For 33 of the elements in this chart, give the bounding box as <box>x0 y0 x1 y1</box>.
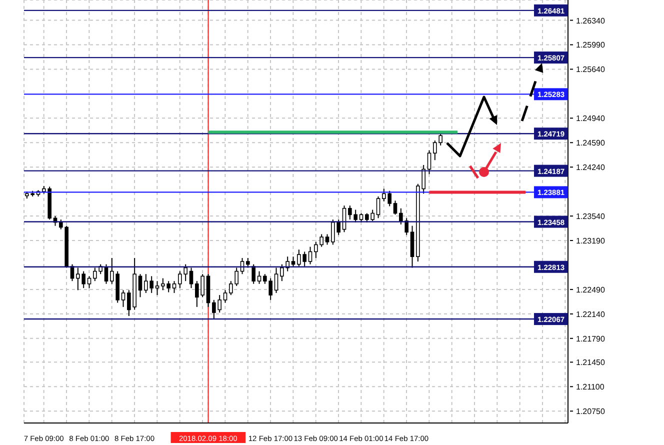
y-tick-label: 1.25990 <box>576 40 606 50</box>
candlestick <box>257 270 262 284</box>
candlestick <box>291 256 296 267</box>
candlestick <box>359 212 364 223</box>
candlestick <box>189 267 194 289</box>
y-tick-label: 1.24940 <box>576 114 606 124</box>
y-tick-label: 1.22490 <box>576 285 606 294</box>
candlestick <box>308 246 312 265</box>
candlestick <box>246 257 250 268</box>
y-tick-label: 1.21450 <box>576 358 606 368</box>
y-tick-label: 1.23540 <box>576 212 606 222</box>
y-tick-label: 1.25640 <box>576 65 606 74</box>
candlestick <box>104 264 108 284</box>
candlestick <box>155 280 160 296</box>
y-tick-label: 1.21100 <box>576 382 605 392</box>
candlestick <box>223 290 228 304</box>
candlestick <box>427 150 432 175</box>
candlestick <box>172 280 176 294</box>
y-tick-label: 1.21790 <box>576 334 606 344</box>
y-tick-label: 1.24240 <box>576 163 606 172</box>
candlestick <box>325 234 330 246</box>
candlestick <box>138 274 142 298</box>
y-tick-label: 1.24590 <box>576 138 606 148</box>
y-tick-label: 1.23190 <box>576 236 606 246</box>
y-tick-label: 1.22140 <box>576 310 606 319</box>
candlestick <box>393 200 398 216</box>
candlestick <box>121 290 126 308</box>
candlestick <box>274 267 278 294</box>
candlestick <box>252 264 256 284</box>
y-tick-label: 1.20750 <box>576 407 606 416</box>
y-tick-label: 1.26340 <box>576 16 606 26</box>
candlestick <box>376 196 380 219</box>
candlestick <box>87 276 92 289</box>
